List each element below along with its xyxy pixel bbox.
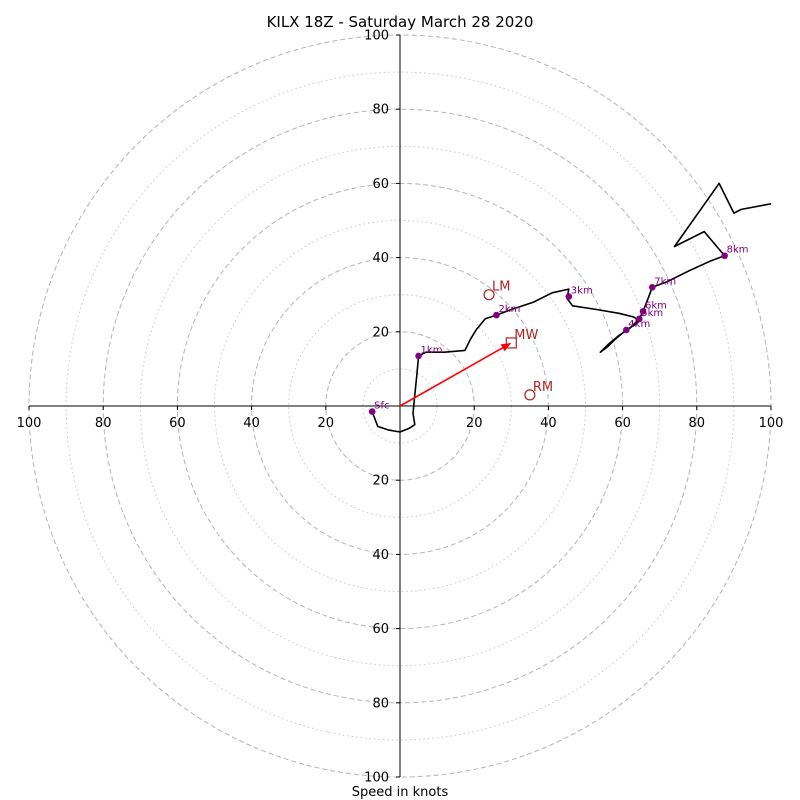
storm-motion-markers: LM MW RM	[483, 280, 553, 401]
x-tick-label: 60	[169, 416, 186, 431]
y-tick-label: 20	[372, 474, 389, 489]
height-label-3km: 3km	[571, 286, 593, 297]
y-tick-label: 40	[372, 251, 389, 266]
height-label-7km: 7km	[654, 276, 676, 287]
storm-motion-marker-lm	[483, 289, 495, 301]
chart-title: KILX 18Z - Saturday March 28 2020	[267, 13, 534, 31]
height-label-1km: 1km	[421, 345, 443, 356]
x-tick-label: 60	[614, 416, 631, 431]
y-tick-label: 80	[372, 103, 389, 118]
storm-motion-marker-mw	[505, 337, 517, 349]
x-tick-label: 100	[17, 416, 42, 431]
x-tick-label: 80	[689, 416, 706, 431]
height-label-4km: 4km	[628, 319, 650, 330]
x-tick-label: 20	[318, 416, 335, 431]
y-tick-label: 40	[372, 548, 389, 563]
height-label-6km: 6km	[645, 300, 667, 311]
height-marker-8km	[721, 252, 728, 260]
y-tick-label: 20	[372, 325, 389, 340]
x-tick-label: 20	[466, 416, 483, 431]
y-tick-label: 100	[364, 29, 389, 44]
y-tick-label: 100	[364, 771, 389, 786]
storm-motion-label-lm: LM	[492, 280, 510, 295]
height-marker-1km	[415, 352, 422, 360]
height-label-5km: 5km	[641, 308, 663, 319]
y-tick-label: 80	[372, 696, 389, 711]
y-tick-label: 60	[372, 177, 389, 192]
x-tick-label: 100	[759, 416, 784, 431]
height-marker-2km	[493, 311, 500, 319]
height-label-2km: 2km	[498, 304, 520, 315]
height-marker-4km	[623, 326, 630, 334]
height-label-8km: 8km	[727, 245, 749, 256]
mean-wind-arrow	[399, 347, 503, 407]
x-tick-label: 80	[95, 416, 112, 431]
wind-trace-line	[371, 182, 772, 433]
x-tick-label: 40	[540, 416, 557, 431]
x-tick-label: 40	[243, 416, 260, 431]
y-tick-labels: 100 80 60 40 20 20 40 60 80 100	[364, 29, 400, 786]
wind-trace	[371, 182, 772, 433]
x-tick-labels: 100 80 60 40 20 20 40 60 80 100	[17, 406, 784, 431]
y-tick-label: 60	[372, 622, 389, 637]
height-marker-3km	[565, 293, 573, 300]
storm-motion-label-rm: RM	[533, 380, 553, 395]
height-marker-6km	[639, 308, 647, 315]
height-marker-5km	[635, 315, 643, 323]
height-marker-7km	[648, 283, 656, 291]
x-axis-label: Speed in knots	[352, 785, 449, 800]
height-label-sfc: Sfc	[374, 401, 389, 412]
storm-motion-marker-rm	[524, 389, 536, 401]
height-marker-sfc	[368, 408, 376, 415]
storm-motion-label-mw: MW	[514, 328, 538, 343]
